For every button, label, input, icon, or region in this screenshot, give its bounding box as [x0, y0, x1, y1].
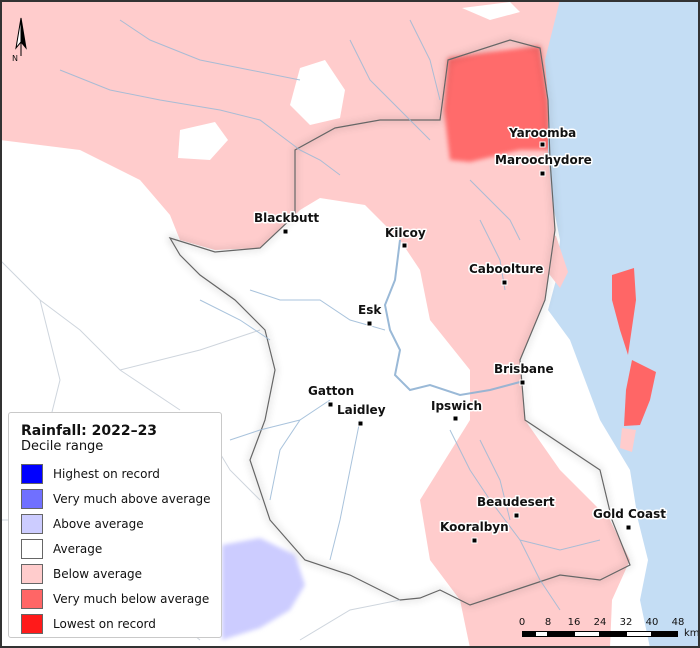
- town-dot-yaroomba: [539, 141, 546, 148]
- town-dot-brisbane: [519, 379, 526, 386]
- region-above-average-southwest: [222, 538, 305, 640]
- town-dot-maroochydore: [539, 170, 546, 177]
- island-pink-2: [620, 428, 636, 452]
- scale-segment: [548, 631, 574, 637]
- town-dot-kooralbyn: [471, 537, 478, 544]
- town-dot-laidley: [357, 420, 364, 427]
- legend-label: Very much above average: [53, 491, 211, 506]
- town-label-caboolture: Caboolture: [469, 262, 543, 276]
- town-label-kilcoy: Kilcoy: [385, 226, 426, 240]
- scale-tick: 8: [544, 617, 552, 628]
- legend-item: Above average: [21, 511, 211, 536]
- town-dot-ipswich: [452, 415, 459, 422]
- legend-item: Lowest on record: [21, 611, 211, 636]
- scale-tick: 40: [645, 617, 659, 628]
- legend-item: Very much below average: [21, 586, 211, 611]
- island-very-much-below-1: [612, 268, 636, 355]
- scale-segment: [574, 631, 600, 637]
- legend: Rainfall: 2022–23 Decile range Highest o…: [8, 412, 222, 638]
- legend-title: Rainfall: 2022–23: [21, 423, 158, 439]
- legend-swatch-highest: [21, 463, 43, 484]
- scale-segment: [522, 631, 535, 637]
- region-very-much-below-north: [444, 46, 550, 162]
- legend-swatch-very-much-below: [21, 588, 43, 609]
- legend-item: Average: [21, 536, 211, 561]
- town-label-beaudesert: Beaudesert: [477, 495, 555, 509]
- scale-tick: 48: [671, 617, 685, 628]
- legend-swatch-very-much-above: [21, 488, 43, 509]
- rivers: [59, 19, 601, 611]
- legend-item: Highest on record: [21, 461, 211, 486]
- legend-swatch-below: [21, 563, 43, 584]
- island-very-much-below-2: [624, 360, 656, 426]
- region-average-hole-2: [178, 122, 228, 160]
- north-label: N: [12, 54, 18, 63]
- town-dot-gold-coast: [625, 524, 632, 531]
- legend-label: Very much below average: [53, 591, 210, 606]
- north-arrow-icon: [15, 17, 27, 64]
- scale-segment: [535, 631, 548, 637]
- legend-label: Highest on record: [53, 466, 160, 481]
- scale-tick: 24: [593, 617, 607, 628]
- legend-label: Below average: [53, 566, 143, 581]
- town-label-blackbutt: Blackbutt: [254, 211, 319, 225]
- legend-item: Below average: [21, 561, 211, 586]
- town-label-gold-coast: Gold Coast: [593, 507, 666, 521]
- scale-segment: [652, 631, 678, 637]
- region-average-hole-3: [462, 2, 520, 20]
- scale-tick: 16: [567, 617, 581, 628]
- town-dot-beaudesert: [513, 512, 520, 519]
- legend-item: Very much above average: [21, 486, 211, 511]
- legend-label: Average: [53, 541, 103, 556]
- region-average-hole-1: [290, 60, 345, 125]
- scale-bar: 0 8 16 24 32 40 48 km: [518, 617, 700, 641]
- town-dot-caboolture: [501, 279, 508, 286]
- legend-swatch-average: [21, 538, 43, 559]
- scale-segment: [600, 631, 626, 637]
- legend-swatch-above: [21, 513, 43, 534]
- legend-swatch-lowest: [21, 613, 43, 634]
- town-label-laidley: Laidley: [337, 403, 386, 417]
- town-label-gatton: Gatton: [308, 384, 354, 398]
- island-pink: [540, 230, 568, 288]
- town-label-esk: Esk: [358, 303, 382, 317]
- legend-subtitle: Decile range: [21, 439, 104, 454]
- north-arrow: N: [10, 16, 32, 68]
- town-label-yaroomba: Yaroomba: [508, 126, 576, 140]
- legend-label: Above average: [53, 516, 144, 531]
- town-markers: Yaroomba Maroochydore Blackbutt Kilcoy C…: [253, 125, 668, 544]
- town-label-ipswich: Ipswich: [431, 399, 482, 413]
- town-dot-esk: [366, 320, 373, 327]
- town-dot-gatton: [327, 401, 334, 408]
- town-dot-blackbutt: [282, 228, 289, 235]
- town-label-brisbane: Brisbane: [494, 362, 554, 376]
- highlighted-region: [168, 39, 631, 606]
- region-below-average-north: [0, 0, 630, 648]
- town-label-maroochydore: Maroochydore: [495, 153, 592, 167]
- legend-label: Lowest on record: [53, 616, 156, 631]
- scale-tick: 32: [619, 617, 633, 628]
- town-label-kooralbyn: Kooralbyn: [440, 520, 509, 534]
- scale-segment: [626, 631, 652, 637]
- scale-tick: 0: [518, 617, 526, 628]
- scale-unit: km: [684, 628, 700, 639]
- town-dot-kilcoy: [401, 242, 408, 249]
